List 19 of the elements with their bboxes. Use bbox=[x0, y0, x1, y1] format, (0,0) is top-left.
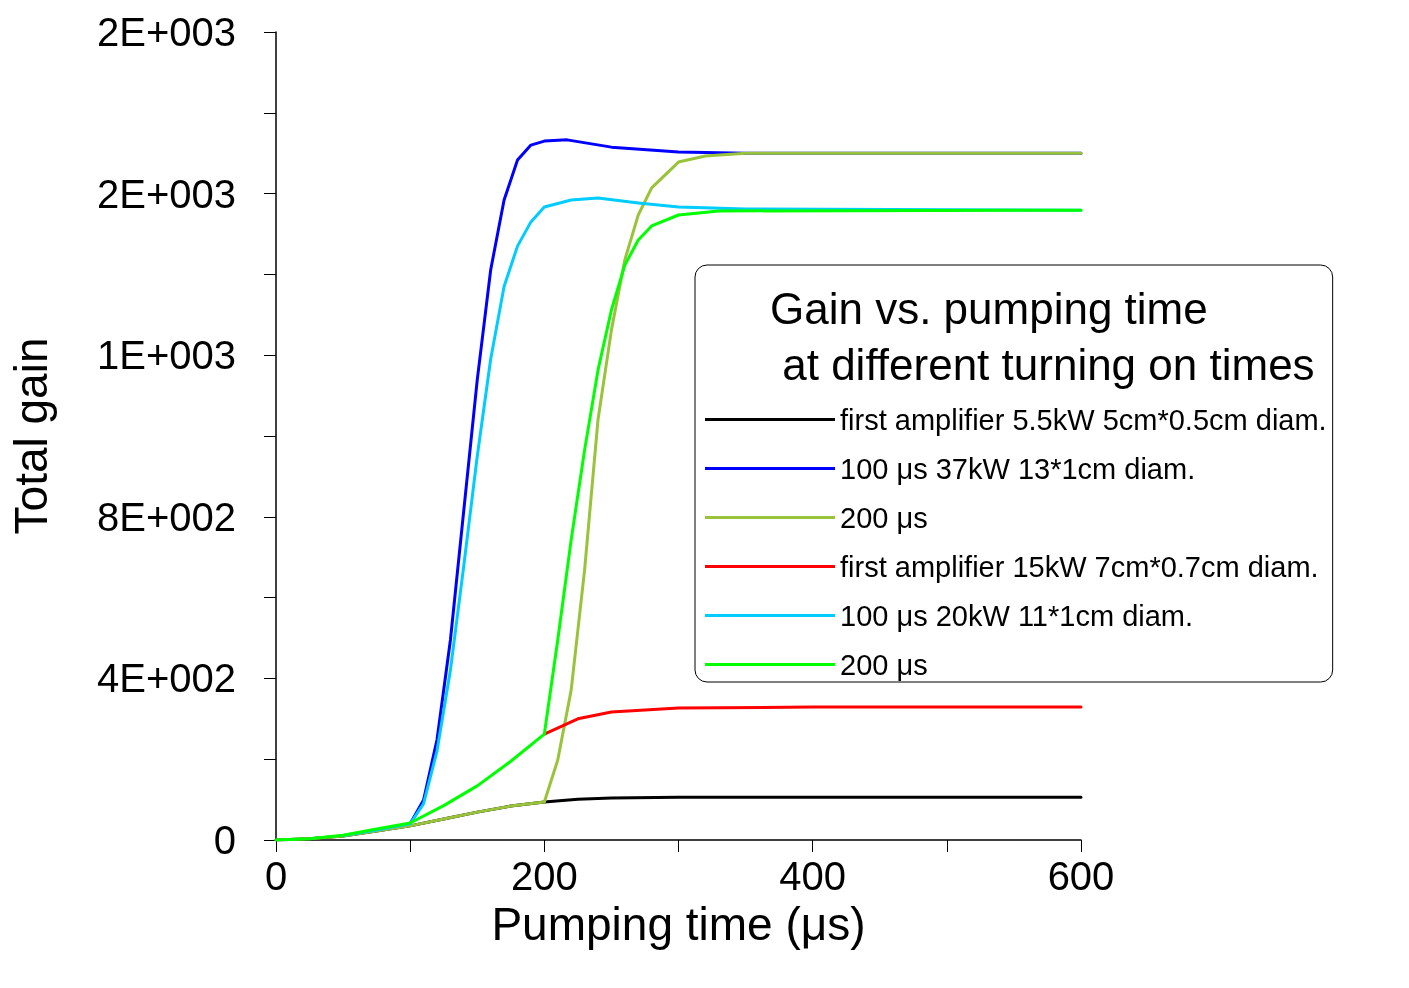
legend-label: 200 μs bbox=[840, 648, 928, 681]
legend-label: first amplifier 15kW 7cm*0.7cm diam. bbox=[840, 550, 1319, 583]
y-tick-label: 0 bbox=[213, 818, 236, 862]
legend-label: 200 μs bbox=[840, 501, 928, 534]
x-tick-label: 400 bbox=[779, 854, 847, 898]
y-tick-label: 8E+002 bbox=[96, 494, 236, 539]
y-tick-label: 1E+003 bbox=[96, 333, 236, 378]
legend-label: 100 μs 20kW 11*1cm diam. bbox=[840, 599, 1194, 632]
legend-title: Gain vs. pumping time at different turning on times bbox=[770, 283, 1315, 389]
x-tick-label: 200 bbox=[510, 854, 578, 898]
x-tick-label: 600 bbox=[1047, 854, 1115, 898]
y-tick-label: 2E+003 bbox=[96, 10, 236, 54]
y-tick-label: 2E+003 bbox=[96, 171, 236, 216]
y-tick-label: 4E+002 bbox=[96, 656, 236, 701]
y-axis-title: Total gain bbox=[5, 337, 57, 535]
x-tick-label: 0 bbox=[264, 854, 288, 898]
x-axis-title: Pumping time (μs) bbox=[491, 897, 866, 950]
legend-label: first amplifier 5.5kW 5cm*0.5cm diam. bbox=[840, 403, 1327, 436]
legend-label: 100 μs 37kW 13*1cm diam. bbox=[840, 452, 1196, 485]
